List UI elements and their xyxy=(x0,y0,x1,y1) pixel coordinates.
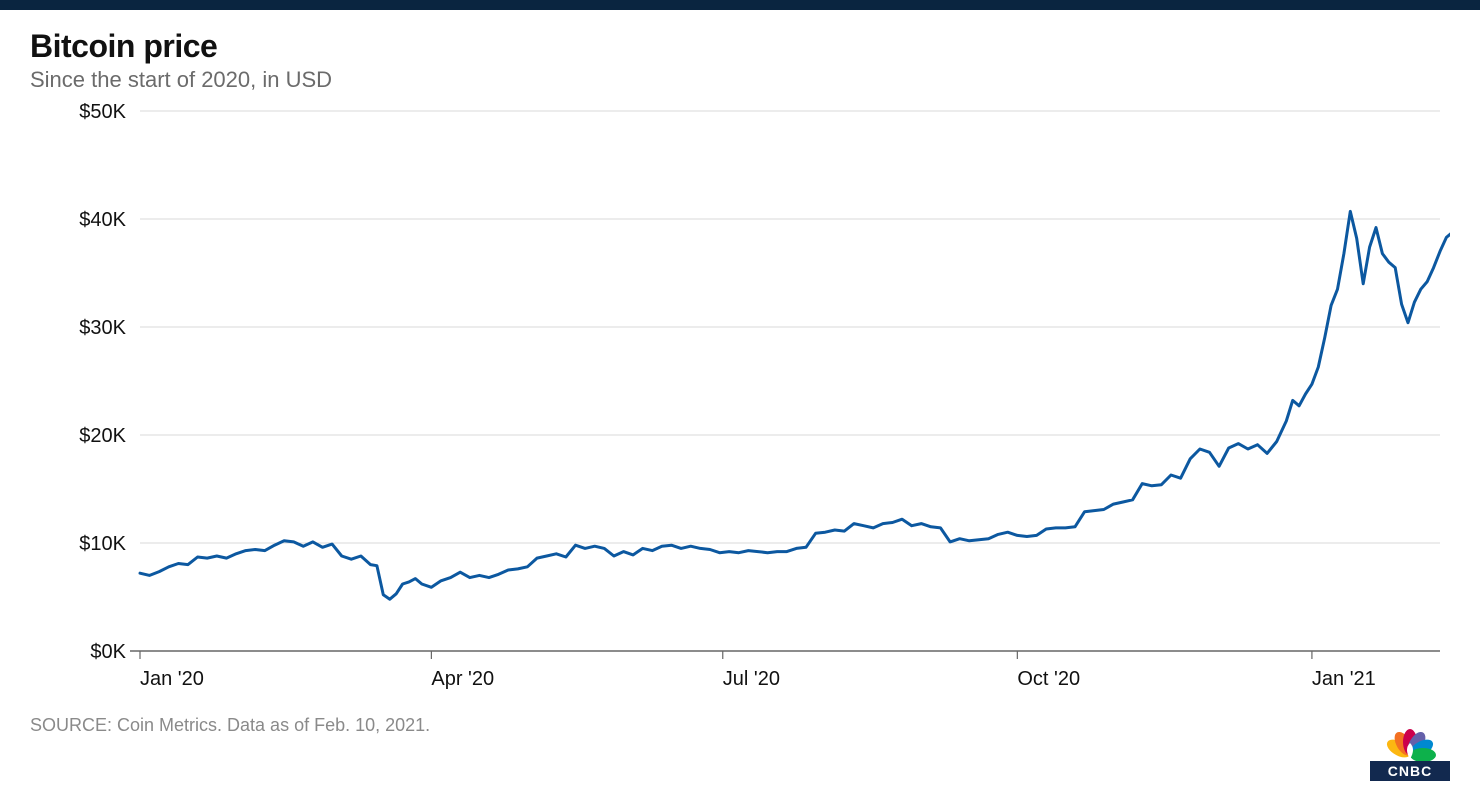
svg-text:Jan '20: Jan '20 xyxy=(140,668,204,690)
svg-text:CNBC: CNBC xyxy=(1388,763,1432,779)
svg-text:Oct '20: Oct '20 xyxy=(1017,668,1080,690)
svg-text:$40K: $40K xyxy=(79,209,126,231)
line-chart: $0K $10K $20K $30K $40K $50K Jan '20 Apr '20 Jul… xyxy=(30,103,1450,703)
cnbc-logo: CNBC xyxy=(1370,725,1450,786)
svg-text:Jan '21: Jan '21 xyxy=(1312,668,1376,690)
svg-text:Apr '20: Apr '20 xyxy=(431,668,494,690)
top-bar xyxy=(0,0,1480,10)
svg-text:Jul '20: Jul '20 xyxy=(723,668,780,690)
source-attribution: SOURCE: Coin Metrics. Data as of Feb. 10… xyxy=(30,715,1450,736)
svg-text:$20K: $20K xyxy=(79,425,126,447)
svg-text:$50K: $50K xyxy=(79,103,126,123)
chart-title: Bitcoin price xyxy=(30,28,1450,65)
svg-text:$0K: $0K xyxy=(90,641,126,663)
chart-container: Bitcoin price Since the start of 2020, i… xyxy=(0,10,1480,736)
svg-text:$10K: $10K xyxy=(79,533,126,555)
svg-text:$30K: $30K xyxy=(79,317,126,339)
chart-area: $0K $10K $20K $30K $40K $50K Jan '20 Apr '20 Jul… xyxy=(30,103,1450,703)
chart-subtitle: Since the start of 2020, in USD xyxy=(30,67,1450,93)
